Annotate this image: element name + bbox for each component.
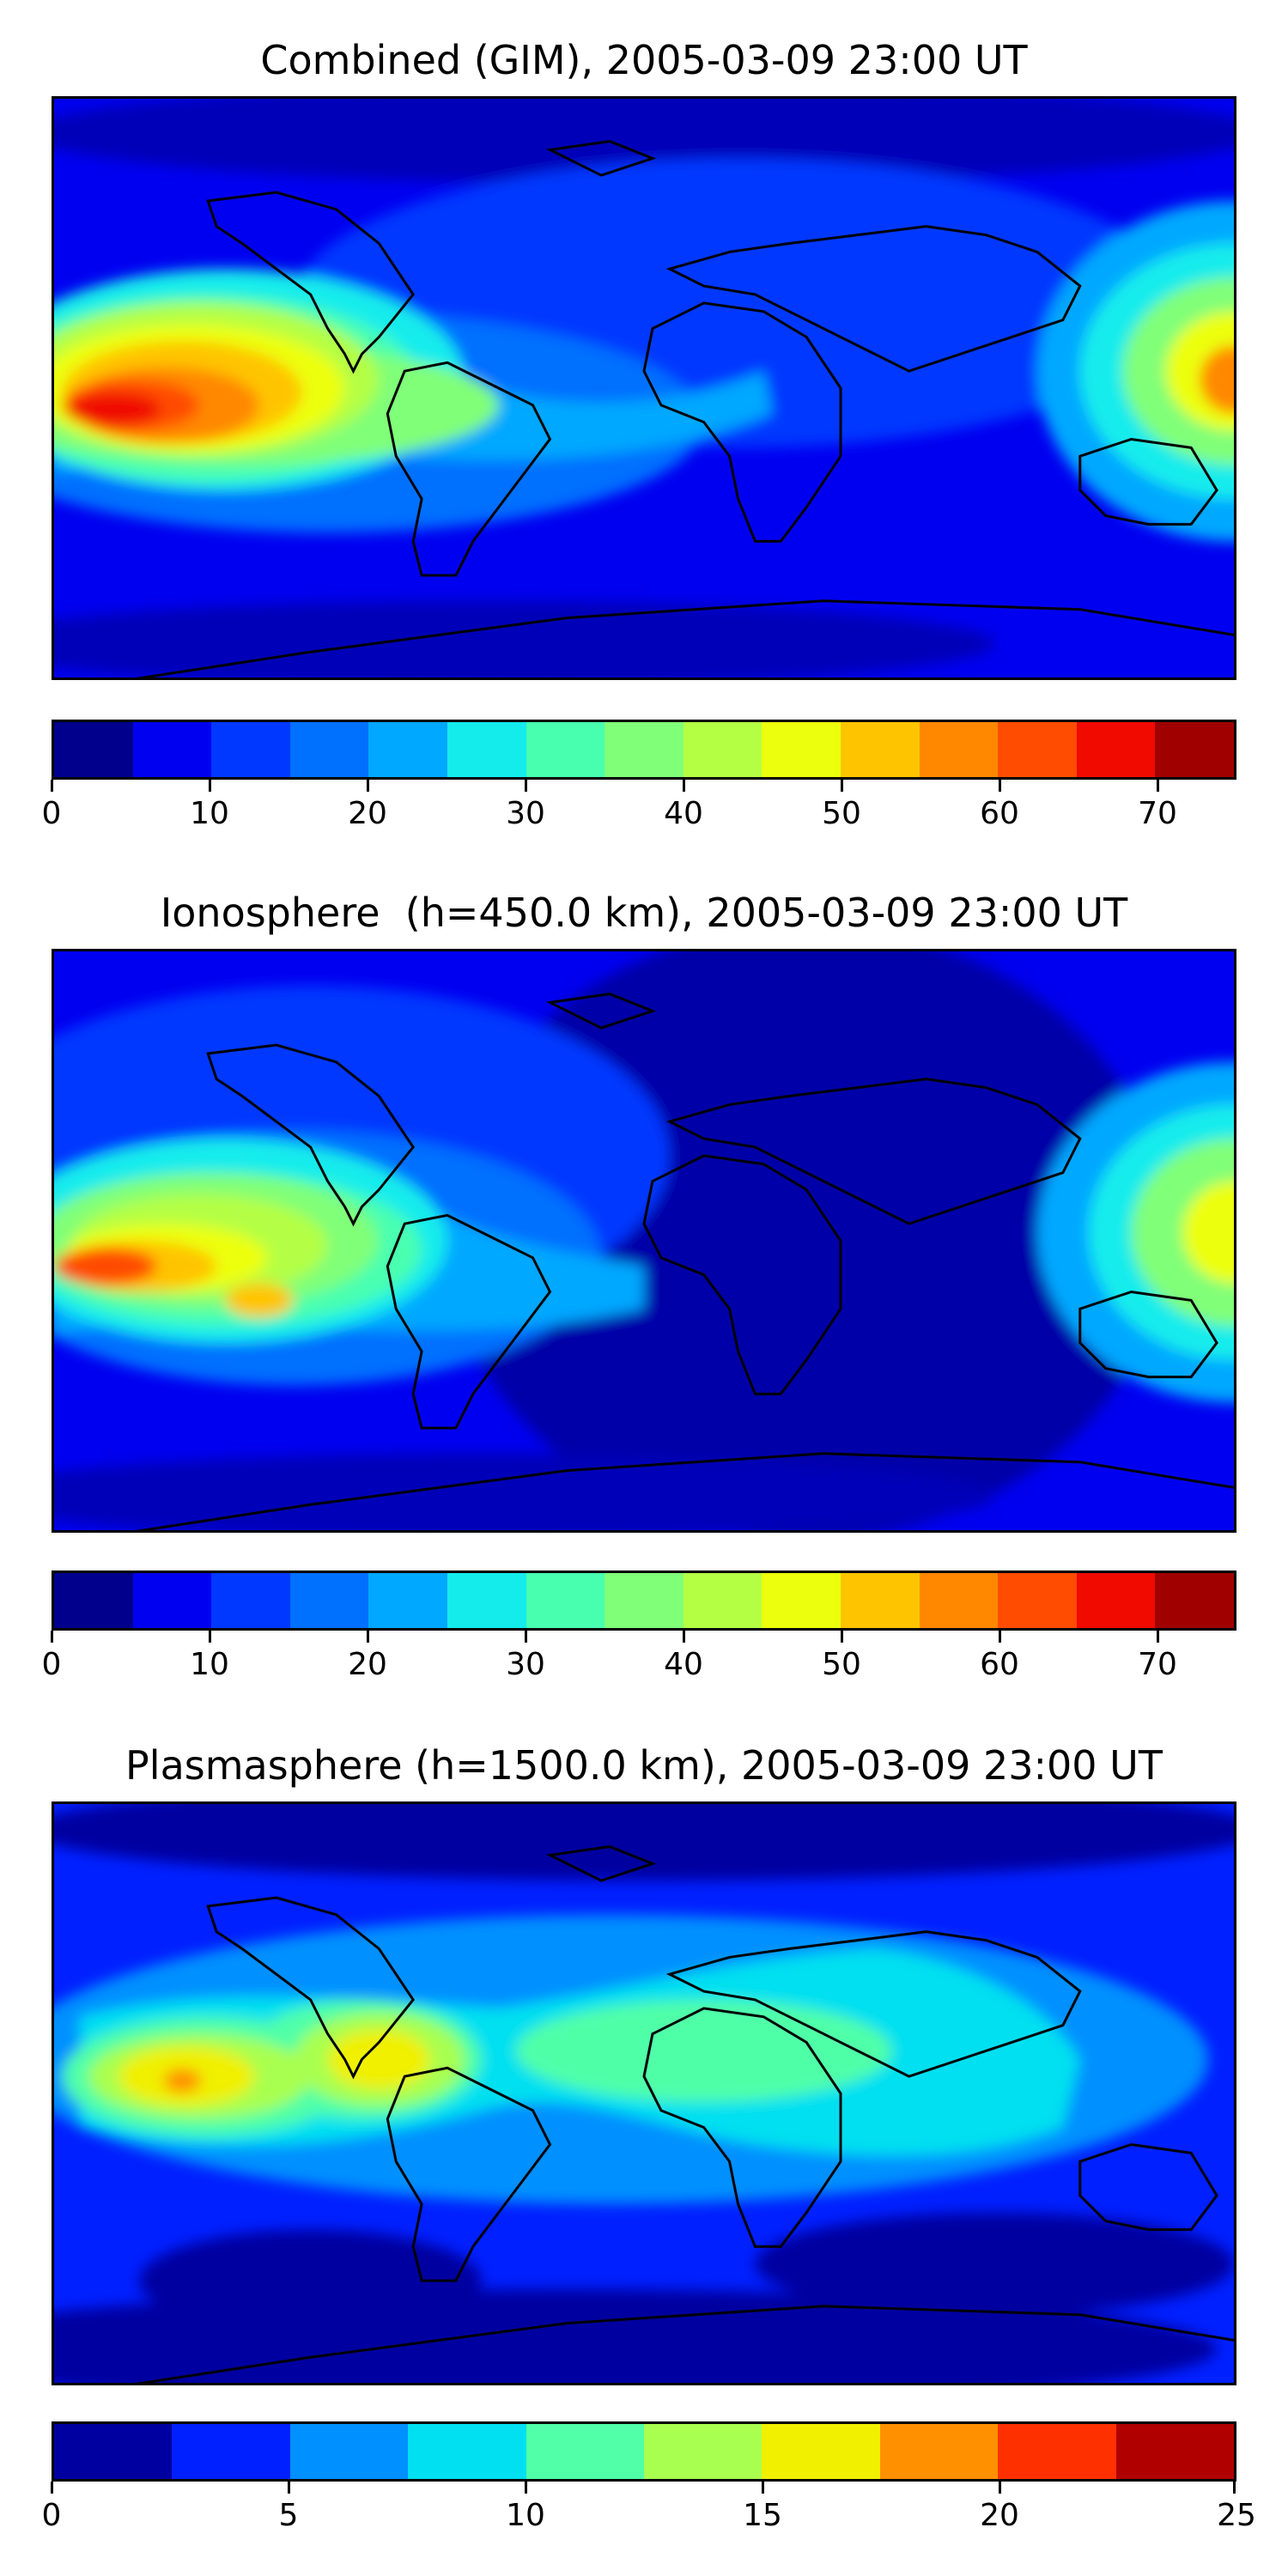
colorbar-segment: [879, 2424, 999, 2479]
colorbar-tick: [525, 1631, 527, 1643]
colorbar-segment: [998, 2424, 1116, 2479]
colorbar-tick-label: 70: [1138, 796, 1177, 831]
colorbar-segment: [54, 1573, 133, 1628]
colorbar-combined: [52, 720, 1236, 780]
colorbar-tick-label: 60: [980, 796, 1019, 831]
colorbar-tick-label: 30: [506, 796, 545, 831]
colorbar-tick-label: 20: [980, 2498, 1019, 2533]
colorbar-segment: [1155, 722, 1234, 777]
colorbar-tick: [683, 780, 685, 792]
colorbar-tick-label: 25: [1217, 2498, 1256, 2533]
colorbar-segment: [919, 722, 999, 777]
colorbar-tick-label: 30: [506, 1647, 545, 1682]
colorbar-tick-label: 40: [664, 1647, 703, 1682]
colorbar-segment: [919, 1573, 999, 1628]
colorbar-segment: [447, 1573, 526, 1628]
colorbar-segment: [1076, 1573, 1156, 1628]
colorbar-tick-label: 20: [348, 796, 387, 831]
colorbar-segment: [840, 1573, 920, 1628]
colorbar-segment: [172, 2424, 290, 2479]
colorbar-segment: [54, 722, 133, 777]
colorbar-segment: [447, 722, 526, 777]
colorbar-segment: [289, 2424, 409, 2479]
colorbar-tick: [367, 1631, 369, 1643]
colorbar-tick: [1157, 780, 1159, 792]
colorbar-tick: [288, 2482, 290, 2494]
colorbar-segment: [211, 1573, 290, 1628]
colorbar-segment: [1155, 1573, 1234, 1628]
colorbar-tick: [999, 2482, 1001, 2494]
colorbar-tick-label: 60: [980, 1647, 1019, 1682]
colorbar-tick-label: 10: [190, 796, 229, 831]
colorbar-segment: [132, 722, 212, 777]
colorbar-tick-label: 50: [822, 796, 861, 831]
colorbar-tick-label: 5: [278, 2498, 299, 2533]
panel-title-combined: Combined (GIM), 2005-03-09 23:00 UT: [260, 37, 1028, 83]
colorbar-tick-label: 0: [41, 796, 62, 831]
colorbar-tick: [999, 780, 1001, 792]
colorbar-tick: [762, 2482, 764, 2494]
colorbar-segment: [289, 1573, 369, 1628]
colorbar-tick: [683, 1631, 685, 1643]
colorbar-segment: [289, 722, 369, 777]
panel-title-ionosphere: Ionosphere (h=450.0 km), 2005-03-09 23:0…: [160, 890, 1128, 936]
colorbar-tick-label: 0: [41, 2498, 62, 2533]
colorbar-tick: [209, 1631, 211, 1643]
colorbar-segment: [132, 1573, 212, 1628]
colorbar-segment: [683, 1573, 762, 1628]
map-combined: [52, 96, 1236, 680]
colorbar-segment: [644, 2424, 762, 2479]
colorbar-tick: [841, 1631, 843, 1643]
map-ionosphere: [52, 949, 1236, 1533]
colorbar-segment: [526, 1573, 605, 1628]
colorbar-tick-label: 50: [822, 1647, 861, 1682]
colorbar-segment: [683, 722, 762, 777]
colorbar-tick: [51, 1631, 53, 1643]
panel-title-plasmasphere: Plasmasphere (h=1500.0 km), 2005-03-09 2…: [125, 1742, 1163, 1789]
colorbar-tick: [525, 780, 527, 792]
colorbar-tick: [51, 780, 53, 792]
colorbar-tick: [209, 780, 211, 792]
colorbar-segment: [526, 722, 605, 777]
colorbar-segment: [368, 1573, 447, 1628]
colorbar-segment: [762, 1573, 841, 1628]
colorbar-tick: [367, 780, 369, 792]
map-plasmasphere: [52, 1801, 1236, 2385]
colorbar-ionosphere: [52, 1571, 1236, 1631]
colorbar-segment: [998, 722, 1077, 777]
colorbar-tick-label: 70: [1138, 1647, 1177, 1682]
colorbar-tick-label: 15: [743, 2498, 782, 2533]
colorbar-tick: [525, 2482, 527, 2494]
colorbar-tick: [51, 2482, 53, 2494]
colorbar-segment: [211, 722, 290, 777]
colorbar-segment: [605, 722, 683, 777]
colorbar-tick-label: 20: [348, 1647, 387, 1682]
colorbar-tick: [1157, 1631, 1159, 1643]
colorbar-segment: [762, 722, 841, 777]
colorbar-tick: [841, 780, 843, 792]
colorbar-segment: [998, 1573, 1077, 1628]
colorbar-tick: [1233, 2482, 1236, 2494]
colorbar-tick: [999, 1631, 1001, 1643]
colorbar-segment: [762, 2424, 880, 2479]
colorbar-segment: [368, 722, 447, 777]
colorbar-segment: [605, 1573, 683, 1628]
colorbar-tick-label: 10: [190, 1647, 229, 1682]
colorbar-tick-label: 40: [664, 796, 703, 831]
colorbar-tick-label: 10: [506, 2498, 545, 2533]
colorbar-segment: [526, 2424, 645, 2479]
colorbar-segment: [1076, 722, 1156, 777]
colorbar-segment: [408, 2424, 526, 2479]
colorbar-segment: [840, 722, 920, 777]
colorbar-plasmasphere: [52, 2421, 1236, 2482]
colorbar-segment: [54, 2424, 173, 2479]
colorbar-segment: [1115, 2424, 1235, 2479]
colorbar-tick-label: 0: [41, 1647, 62, 1682]
